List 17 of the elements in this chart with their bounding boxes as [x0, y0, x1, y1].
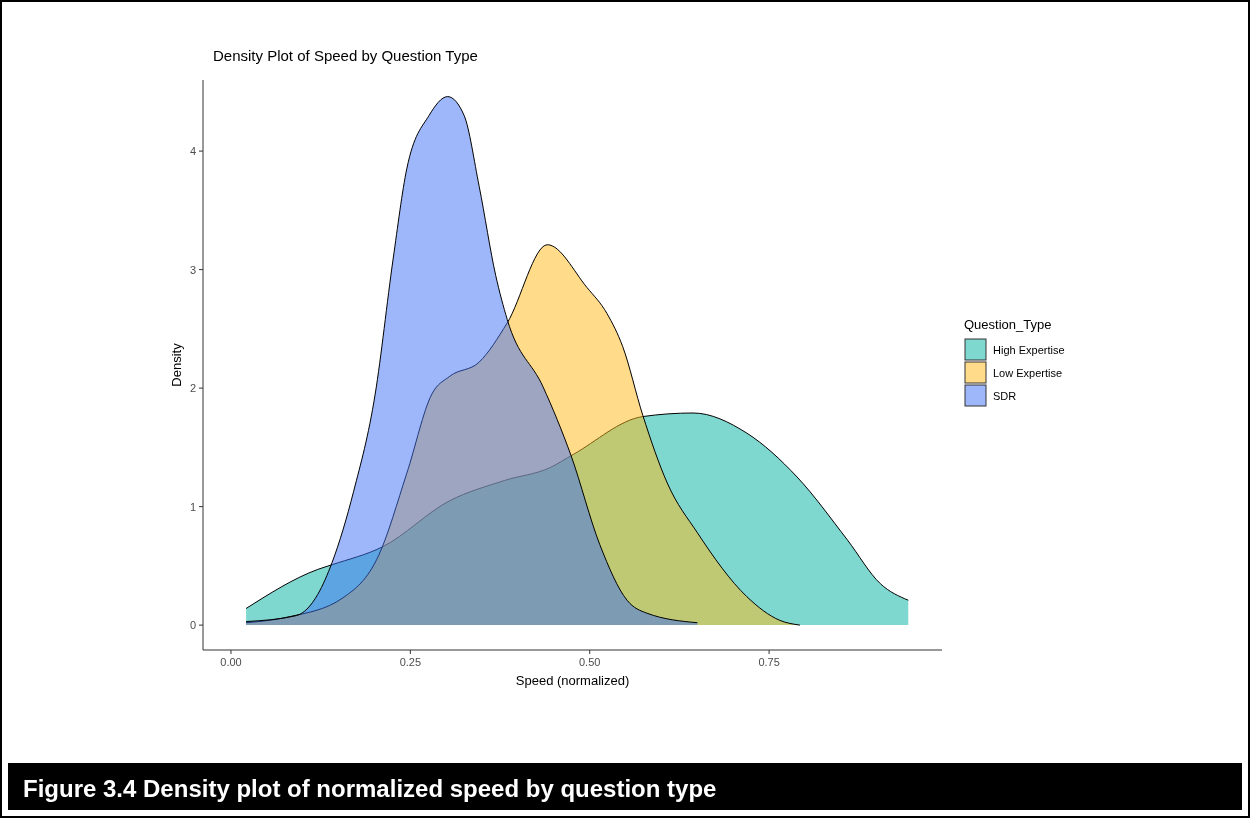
y-tick-label: 1 [189, 500, 196, 513]
y-tick-label: 3 [189, 263, 196, 276]
y-tick-label: 4 [189, 145, 196, 158]
caption: Figure 3.4 Density plot of normalized speed by question type [23, 775, 717, 802]
x-tick-label: 0.25 [399, 656, 422, 668]
y-axis-title: Density [169, 342, 184, 387]
y-tick-label: 2 [189, 382, 196, 395]
x-tick-label: 0.00 [220, 656, 242, 668]
x-tick-label: 0.75 [758, 656, 780, 668]
legend-label: SDR [993, 390, 1017, 402]
legend-title: Question_Type [964, 317, 1052, 332]
legend-label: High Expertise [993, 344, 1065, 356]
y-tick-label: 0 [189, 619, 196, 632]
x-axis-title: Speed (normalized) [515, 673, 630, 688]
legend-label: Low Expertise [993, 367, 1063, 379]
chart-title: Density Plot of Speed by Question Type [213, 47, 478, 64]
x-tick-label: 0.50 [579, 656, 601, 668]
